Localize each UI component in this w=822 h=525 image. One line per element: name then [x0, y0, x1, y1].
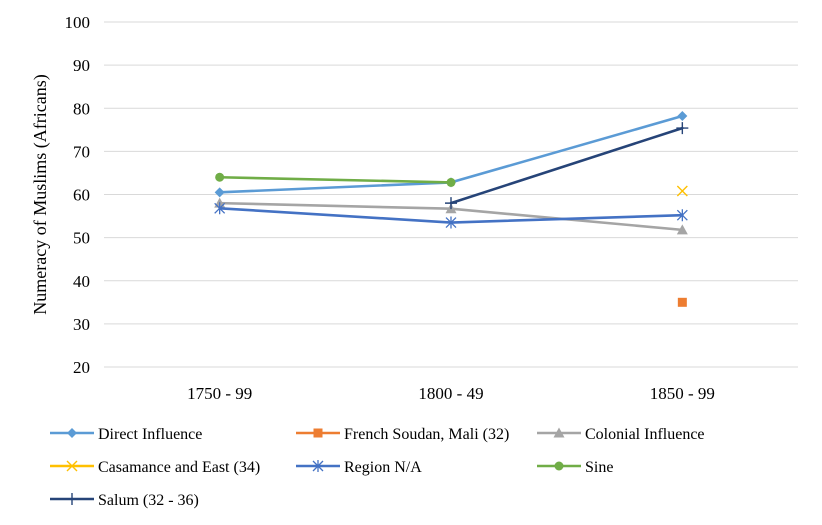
legend-item: Direct Influence: [50, 426, 202, 443]
y-tick-label: 60: [73, 186, 90, 205]
data-point: [214, 187, 225, 198]
legend-marker: [312, 460, 324, 472]
legend-item: Colonial Influence: [537, 426, 705, 443]
gridlines: [104, 21, 798, 368]
series-line-segment: [449, 213, 684, 224]
legend-item: Sine: [537, 459, 613, 476]
legend-marker: [553, 427, 565, 438]
data-point: [676, 224, 688, 235]
y-axis-title: Numeracy of Muslims (Africans): [30, 74, 51, 314]
data-point: [446, 177, 456, 187]
y-axis-ticks: 20 30 40 50 60 70 80 90 100: [65, 13, 91, 377]
series-layer: [214, 111, 689, 307]
series-5: [215, 172, 456, 187]
series-line-segment: [218, 201, 453, 211]
y-tick-label: 40: [73, 272, 90, 291]
x-axis-ticks: 1750 - 99 1800 - 49 1850 - 99: [187, 384, 715, 403]
series-line-segment: [218, 181, 453, 194]
y-tick-label: 30: [73, 315, 90, 334]
legend-marker: [66, 460, 78, 472]
y-tick-label: 50: [73, 229, 90, 248]
legend: Direct Influence French Soudan, Mali (32)…: [50, 426, 705, 509]
x-tick-label: 1750 - 99: [187, 384, 252, 403]
y-tick-label: 100: [65, 13, 91, 32]
legend-item: French Soudan, Mali (32): [296, 426, 509, 443]
legend-item: Salum (32 - 36): [50, 492, 199, 509]
legend-item: Casamance and East (34): [50, 459, 260, 476]
data-point: [677, 111, 688, 122]
legend-marker: [554, 461, 564, 471]
legend-marker: [313, 428, 323, 438]
legend-label: Casamance and East (34): [98, 459, 260, 476]
y-tick-label: 20: [73, 358, 90, 377]
y-tick-label: 90: [73, 56, 90, 75]
series-1: [677, 297, 687, 307]
y-tick-label: 80: [73, 99, 90, 118]
x-tick-label: 1850 - 99: [650, 384, 715, 403]
legend-marker: [66, 493, 78, 505]
data-point: [677, 297, 687, 307]
series-line-segment: [449, 126, 684, 205]
data-point: [214, 202, 226, 215]
data-point: [215, 172, 225, 182]
data-point: [676, 122, 689, 135]
legend-label: Region N/A: [344, 459, 422, 476]
series-6: [445, 122, 689, 210]
data-point: [445, 216, 457, 229]
series-line-segment: [218, 175, 453, 184]
data-point: [676, 185, 688, 197]
series-4: [214, 202, 688, 229]
legend-label: Colonial Influence: [585, 426, 705, 443]
legend-label: Salum (32 - 36): [98, 492, 199, 509]
legend-label: Sine: [585, 459, 613, 476]
legend-marker: [67, 428, 77, 438]
data-point: [676, 209, 688, 222]
legend-item: Region N/A: [296, 459, 422, 476]
y-tick-label: 70: [73, 142, 90, 161]
x-tick-label: 1800 - 49: [418, 384, 483, 403]
series-line-segment: [218, 207, 453, 224]
legend-label: French Soudan, Mali (32): [344, 426, 509, 443]
series-3: [676, 185, 688, 197]
series-line-segment: [449, 114, 684, 184]
data-point: [445, 197, 457, 210]
legend-label: Direct Influence: [98, 426, 202, 443]
